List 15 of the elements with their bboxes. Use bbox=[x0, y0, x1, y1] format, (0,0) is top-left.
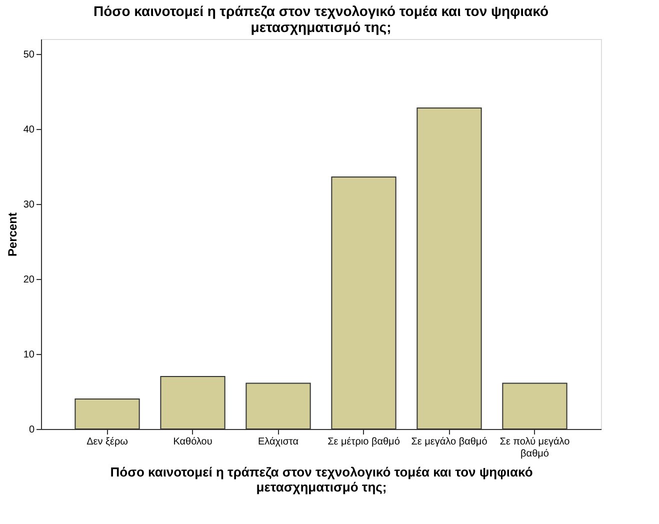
y-tick-label: 40 bbox=[23, 124, 35, 136]
x-tick-label: Σε πολύ μεγάλο βαθμό bbox=[500, 436, 570, 460]
x-axis-title: Πόσο καινοτομεί η τράπεζα στον τεχνολογικό τομέα και τον ψηφιακό μετασχηματισμό της; bbox=[110, 464, 533, 494]
x-tick-label: Δεν ξέρω bbox=[86, 436, 128, 448]
y-axis-title: Percent bbox=[5, 212, 20, 257]
y-tick-label: 20 bbox=[23, 274, 35, 286]
y-tick-label: 10 bbox=[23, 350, 35, 360]
x-tick-label: Σε μέτριο βαθμό bbox=[328, 436, 400, 448]
chart-title: Πόσο καινοτομεί η τράπεζα στον τεχνολογικό τομέα και τον ψηφιακό μετασχηματισμό της; bbox=[93, 3, 549, 35]
y-tick-label: 50 bbox=[23, 50, 35, 60]
y-tick-label: 0 bbox=[28, 424, 35, 436]
y-tick-label: 30 bbox=[23, 200, 35, 210]
x-tick-label: Καθόλου bbox=[173, 436, 212, 448]
x-tick-label: Σε μεγάλο βαθμό bbox=[411, 436, 488, 448]
x-tick-label: Ελάχιστα bbox=[258, 436, 299, 448]
